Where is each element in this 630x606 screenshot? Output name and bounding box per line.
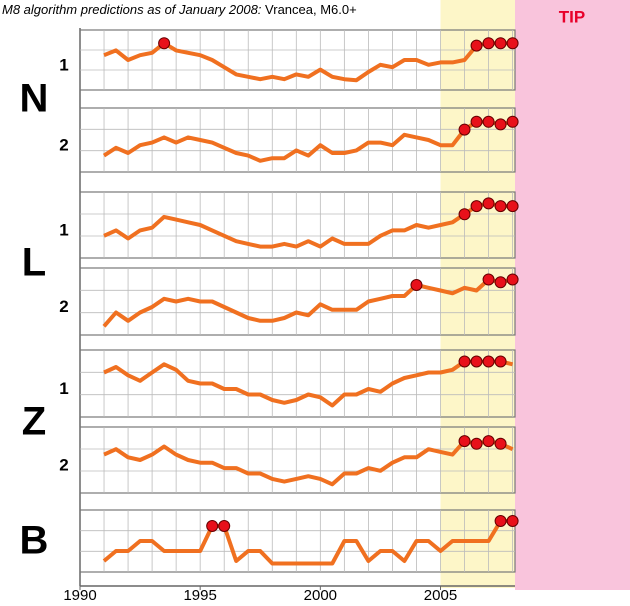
series-label: 2 [59,455,68,474]
chart-title-line: M8 algorithm predictions as of January 2… [2,2,357,17]
alarm-point [458,435,471,448]
alarm-point [494,515,507,527]
line [103,439,514,487]
alarm-point [494,118,507,131]
group-label: B [20,519,49,563]
line [102,519,513,566]
group-label: Z [22,400,46,444]
line [103,41,513,83]
series-label: 1 [59,379,68,398]
alarm-point [482,115,495,128]
alarm-point [506,37,519,50]
alarm-point [482,355,495,368]
chart-title: M8 algorithm predictions as of January 2… [2,2,262,17]
line [102,277,514,328]
chart-subtitle: Vrancea, M6.0+ [265,2,357,17]
line [103,201,513,249]
alarm-point [506,200,519,213]
alarm-point [470,437,483,450]
alarm-point [218,520,231,532]
alarm-point [470,115,483,128]
series-label: 2 [59,135,68,154]
alarm-point [482,273,495,286]
alarm-point [458,355,471,368]
alarm-point [158,37,171,50]
x-tick-label: 1995 [183,587,216,604]
x-tick-label: 1990 [63,587,96,604]
alarm-point [506,115,519,128]
panel [79,29,516,91]
alarm-point [494,276,507,289]
series-label: 1 [59,220,68,239]
x-tick-label: 2005 [424,587,457,604]
tip-zone [515,0,630,590]
group-label: N [20,77,49,121]
panel [79,107,516,173]
alarm-point [494,355,507,368]
x-tick-label: 2000 [304,587,337,604]
alarm-point [506,273,519,286]
alarm-point [494,200,507,213]
alarm-point [206,520,219,532]
line [102,119,514,163]
panel [79,426,516,494]
panel [79,349,516,418]
alarm-point [482,435,495,448]
series-label: 1 [59,55,68,74]
series-label: 2 [59,297,68,316]
panel [79,191,516,259]
alarm-point [410,279,423,291]
line [103,359,514,408]
alarm-point [482,197,495,210]
alarm-point [482,37,495,50]
alarm-point [470,39,483,52]
panel [79,509,516,573]
alarm-point [470,355,483,368]
tip-label: TIP [559,7,585,26]
alarm-point [506,515,519,527]
panel [79,267,516,336]
alarm-point [458,123,471,136]
alarm-point [470,200,483,213]
alarm-point [458,208,471,221]
group-label: L [22,241,46,285]
alarm-point [494,437,507,450]
alarm-point [494,37,507,50]
